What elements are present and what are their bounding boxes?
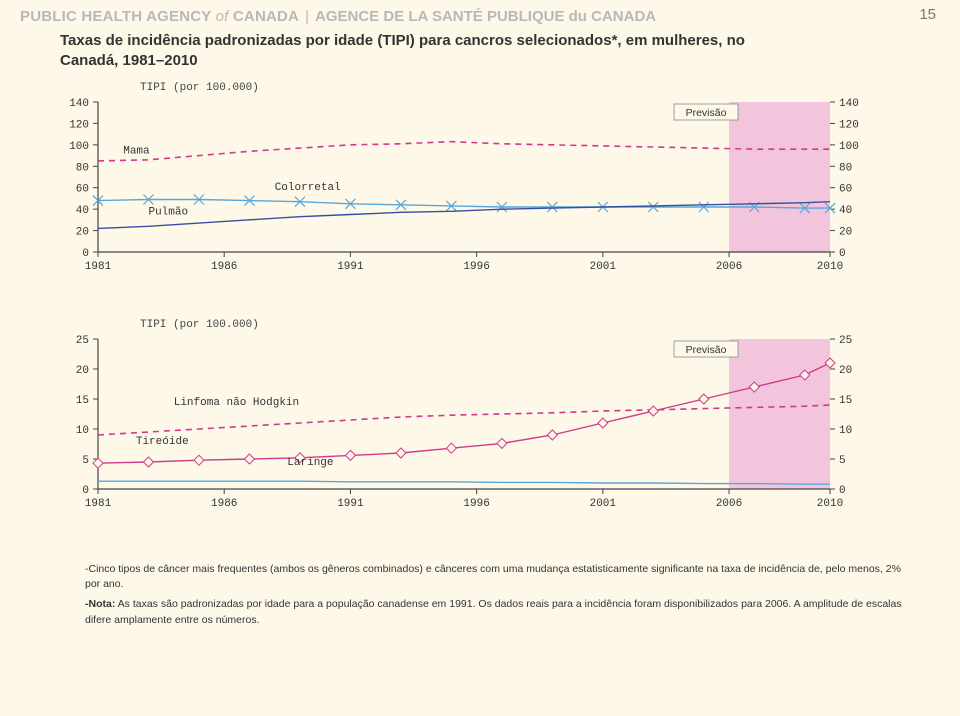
svg-text:140: 140 (69, 98, 89, 110)
note-1: -Cinco tipos de câncer mais frequentes (… (85, 562, 905, 594)
svg-text:40: 40 (76, 205, 89, 217)
svg-text:80: 80 (839, 162, 852, 174)
svg-text:Colorretal: Colorretal (275, 181, 341, 193)
agency-fr: AGENCE DE LA SANTÉ PUBLIQUE du CANADA (315, 8, 656, 25)
svg-text:100: 100 (69, 140, 89, 152)
svg-text:0: 0 (82, 485, 89, 497)
svg-text:2006: 2006 (716, 261, 742, 273)
svg-text:120: 120 (839, 119, 859, 131)
svg-text:2010: 2010 (817, 498, 843, 510)
svg-text:Previsão: Previsão (686, 107, 727, 119)
svg-text:20: 20 (76, 365, 89, 377)
svg-text:80: 80 (76, 162, 89, 174)
svg-text:1996: 1996 (463, 261, 489, 273)
svg-text:1991: 1991 (337, 261, 364, 273)
agency-header: PUBLIC HEALTH AGENCY of CANADA | AGENCE … (0, 0, 960, 29)
svg-text:0: 0 (839, 485, 846, 497)
svg-text:Mama: Mama (123, 145, 150, 157)
svg-text:Tireóide: Tireóide (136, 436, 189, 448)
chart1-svg: 0 0 20 20 40 40 60 60 80 80 100 100 120 120 140 140 1981… (50, 96, 910, 306)
chart1-unit: TIPI (por 100.000) (140, 82, 960, 94)
svg-text:1986: 1986 (211, 498, 237, 510)
svg-text:1996: 1996 (463, 498, 489, 510)
svg-text:5: 5 (839, 455, 846, 467)
svg-text:1986: 1986 (211, 261, 237, 273)
svg-text:40: 40 (839, 205, 852, 217)
svg-text:10: 10 (839, 425, 852, 437)
svg-text:25: 25 (839, 335, 852, 347)
svg-text:10: 10 (76, 425, 89, 437)
chart-1: TIPI (por 100.000) 0 0 20 20 40 40 60 60 80 80 100… (50, 82, 960, 311)
svg-text:100: 100 (839, 140, 859, 152)
chart-2: TIPI (por 100.000) 0 0 5 5 10 10 15 15 20 20 25 25 1… (50, 319, 960, 548)
svg-text:0: 0 (82, 248, 89, 260)
page-number: 15 (919, 6, 936, 23)
footnotes: -Cinco tipos de câncer mais frequentes (… (85, 562, 905, 629)
svg-text:20: 20 (76, 226, 89, 238)
svg-text:1981: 1981 (85, 261, 112, 273)
svg-text:20: 20 (839, 226, 852, 238)
chart2-unit: TIPI (por 100.000) (140, 319, 960, 331)
svg-text:60: 60 (839, 183, 852, 195)
page-title: Taxas de incidência padronizadas por ida… (60, 31, 800, 72)
note-2: -Nota: As taxas são padronizadas por ida… (85, 597, 905, 629)
chart2-svg: 0 0 5 5 10 10 15 15 20 20 25 25 1981 1986 1991 1996 2001… (50, 333, 910, 543)
svg-text:0: 0 (839, 248, 846, 260)
svg-text:Linfoma não Hodgkin: Linfoma não Hodgkin (174, 397, 299, 409)
svg-text:5: 5 (82, 455, 89, 467)
svg-text:Laringe: Laringe (287, 457, 333, 469)
svg-text:25: 25 (76, 335, 89, 347)
svg-text:1981: 1981 (85, 498, 112, 510)
svg-text:2010: 2010 (817, 261, 843, 273)
svg-text:20: 20 (839, 365, 852, 377)
svg-text:15: 15 (839, 395, 852, 407)
note-2-label: -Nota: (85, 598, 115, 610)
note-2-text: As taxas são padronizadas por idade para… (85, 598, 902, 626)
svg-text:60: 60 (76, 183, 89, 195)
header-separator: | (305, 8, 309, 25)
svg-text:Pulmão: Pulmão (148, 206, 188, 218)
svg-text:2006: 2006 (716, 498, 742, 510)
svg-text:15: 15 (76, 395, 89, 407)
svg-text:120: 120 (69, 119, 89, 131)
svg-text:Previsão: Previsão (686, 344, 727, 356)
svg-text:2001: 2001 (590, 498, 617, 510)
svg-text:1991: 1991 (337, 498, 364, 510)
svg-text:140: 140 (839, 98, 859, 110)
agency-en: PUBLIC HEALTH AGENCY of CANADA (20, 8, 299, 25)
svg-text:2001: 2001 (590, 261, 617, 273)
